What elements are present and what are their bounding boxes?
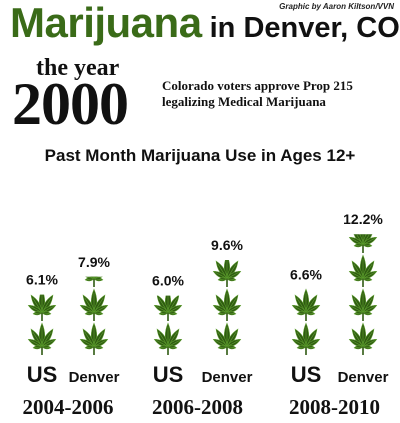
title-brand-word: Marijuana <box>10 0 202 46</box>
category-group-2006-2008: 6.0% US 9.6% Denver 2006-2008 <box>152 237 253 419</box>
value-label-us-2008-2010: 6.6% <box>290 267 322 283</box>
cannabis-leaf-icon-denver-0-2 <box>84 276 104 287</box>
event-year: 2000 <box>12 71 129 137</box>
cannabis-leaf-icon-denver-1-0 <box>212 322 242 355</box>
category-group-2004-2006: 6.1% US 7.9% Denver 2004-2006 <box>23 254 120 419</box>
cannabis-leaf-icon-denver-1-1 <box>212 288 242 321</box>
cannabis-leaf-icon-us-0-1 <box>27 294 57 321</box>
series-label-us-2008-2010: US <box>291 362 322 387</box>
cannabis-leaf-icon-denver-2-3 <box>348 234 378 253</box>
bar-denver-2006-2008 <box>212 259 242 355</box>
page-title: Marijuana in Denver, CO <box>10 2 400 44</box>
cannabis-leaf-icon-us-1-0 <box>153 322 183 355</box>
category-label-2006-2008: 2006-2008 <box>152 395 243 419</box>
value-label-denver-2008-2010: 12.2% <box>343 211 383 227</box>
title-location: in Denver, CO <box>201 12 400 44</box>
bar-us-2008-2010 <box>291 288 321 355</box>
category-label-2004-2006: 2004-2006 <box>23 395 114 419</box>
cannabis-leaf-icon-denver-0-0 <box>79 322 109 355</box>
event-lead-text: the year <box>36 55 120 81</box>
event-description-line-1: Colorado voters approve Prop 215 <box>162 78 353 93</box>
bar-us-2004-2006 <box>27 294 57 355</box>
cannabis-leaf-icon-denver-2-1 <box>348 288 378 321</box>
value-label-denver-2006-2008: 9.6% <box>211 237 243 253</box>
bar-us-2006-2008 <box>153 295 183 355</box>
cannabis-leaf-icon-denver-2-0 <box>348 322 378 355</box>
cannabis-leaf-icon-us-0-0 <box>27 322 57 355</box>
graphic-credit: Graphic by Aaron Kiltson/VVN <box>279 2 394 11</box>
series-label-denver-2008-2010: Denver <box>338 369 389 386</box>
cannabis-leaf-icon-denver-2-2 <box>348 254 378 287</box>
cannabis-leaf-icon-us-1-1 <box>153 295 183 321</box>
value-label-us-2006-2008: 6.0% <box>152 273 184 289</box>
bar-denver-2004-2006 <box>79 276 109 355</box>
cannabis-leaf-icon-denver-1-2 <box>212 259 242 287</box>
event-description-line-2: legalizing Medical Marijuana <box>162 94 326 109</box>
series-label-us-2006-2008: US <box>153 362 184 387</box>
cannabis-leaf-icon-denver-0-1 <box>79 288 109 321</box>
value-label-us-2004-2006: 6.1% <box>26 272 58 288</box>
value-label-denver-2004-2006: 7.9% <box>78 254 110 270</box>
category-group-2008-2010: 6.6% US 12.2% Denver 2008-2010 <box>289 211 389 419</box>
event-description: Colorado voters approve Prop 215 legaliz… <box>162 78 353 110</box>
series-label-denver-2004-2006: Denver <box>69 369 120 386</box>
chart-title: Past Month Marijuana Use in Ages 12+ <box>44 146 356 165</box>
series-label-us-2004-2006: US <box>27 362 58 387</box>
cannabis-leaf-icon-us-2-1 <box>291 288 321 321</box>
cannabis-leaf-icon-us-2-0 <box>291 322 321 355</box>
category-label-2008-2010: 2008-2010 <box>289 395 380 419</box>
bar-denver-2008-2010 <box>348 234 378 355</box>
series-label-denver-2006-2008: Denver <box>202 369 253 386</box>
